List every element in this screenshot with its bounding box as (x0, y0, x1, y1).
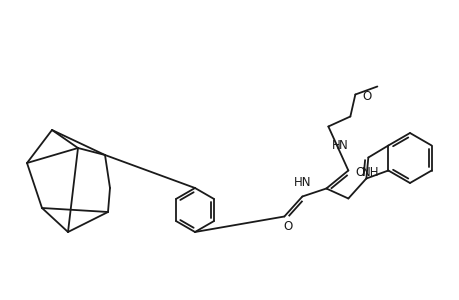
Text: O: O (362, 90, 371, 103)
Text: O: O (354, 166, 364, 179)
Text: N: N (338, 139, 347, 152)
Text: O: O (283, 220, 292, 233)
Text: H: H (331, 139, 340, 152)
Text: HN: HN (293, 176, 310, 188)
Text: NH: NH (361, 166, 378, 178)
